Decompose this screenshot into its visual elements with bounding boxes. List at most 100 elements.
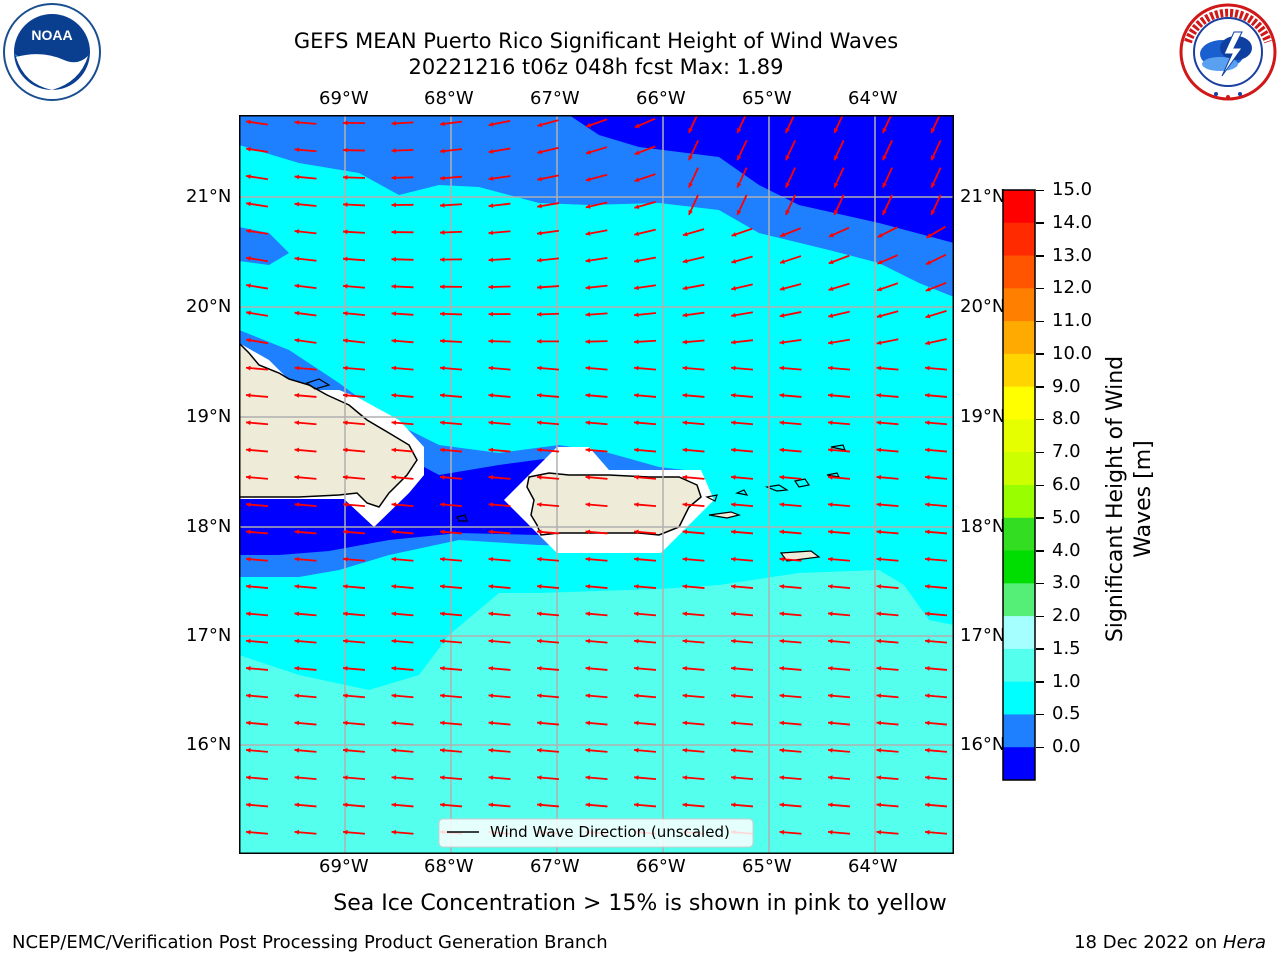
wind-wave-arrowhead <box>246 365 251 371</box>
colorbar-segment <box>1003 288 1035 322</box>
wind-wave-arrowhead <box>246 146 251 152</box>
wind-wave-arrowhead <box>779 584 785 589</box>
lon-label-top-64w: 64°W <box>848 88 898 109</box>
wind-wave-arrowhead <box>585 666 591 671</box>
wind-wave-arrowhead <box>488 747 494 753</box>
wind-wave-arrowhead <box>294 720 300 726</box>
wind-wave-arrowhead <box>391 420 397 426</box>
wind-wave-arrowhead <box>343 447 348 453</box>
lat-label-left-19n: 19°N <box>186 406 232 427</box>
colorbar-tick-mark <box>1036 550 1044 552</box>
virgin-islands-1 <box>764 484 789 492</box>
wind-wave-arrowhead <box>882 209 887 215</box>
wind-wave-arrowhead <box>785 127 790 133</box>
colorbar-tick-mark <box>1036 320 1044 323</box>
colorbar-tick-label: 12.0 <box>1052 277 1093 299</box>
wind-wave-arrowhead <box>877 233 883 238</box>
wind-wave-arrowhead <box>828 447 833 453</box>
wind-wave-arrowhead <box>925 638 930 644</box>
wind-wave-arrowhead <box>925 720 930 726</box>
wind-wave-arrowhead <box>682 447 688 453</box>
lat-label-right-20n: 20°N <box>960 296 1006 317</box>
wind-wave-arrowhead <box>828 584 833 589</box>
wind-wave-arrowhead <box>828 556 833 562</box>
wind-wave-arrowhead <box>634 529 639 535</box>
wind-wave-arrowhead <box>246 337 251 343</box>
wind-wave-arrowhead <box>488 693 494 699</box>
colorbar-label: Significant Height of Wind Waves [m] <box>1102 339 1158 659</box>
wind-wave-arrowhead <box>391 474 397 480</box>
wind-wave-arrowhead <box>537 556 542 562</box>
wind-wave-arrowhead <box>925 340 931 346</box>
wind-wave-arrowhead <box>440 121 445 127</box>
wind-wave-arrowhead <box>440 502 445 508</box>
wind-wave-arrowhead <box>391 666 397 671</box>
wind-wave-arrowhead <box>925 611 930 617</box>
wind-wave-arrowhead <box>682 285 688 291</box>
wind-wave-arrowhead <box>294 447 300 453</box>
wind-wave-arrowhead <box>343 420 348 426</box>
wave-band-1-1.5-west <box>239 227 289 265</box>
wind-wave-arrowhead <box>828 802 833 808</box>
wind-wave-arrowhead <box>585 420 591 426</box>
wind-wave-arrowhead <box>925 775 930 781</box>
sea-ice-caption: Sea Ice Concentration > 15% is shown in … <box>333 891 947 916</box>
wind-wave-arrowhead <box>585 393 591 398</box>
wind-wave-arrowhead <box>440 338 445 344</box>
wind-wave-arrowhead <box>537 720 542 726</box>
map-panel: Wind Wave Direction (unscaled) <box>239 115 954 854</box>
colorbar-tick-mark <box>1036 418 1044 421</box>
wind-wave-arrowhead <box>343 120 348 126</box>
wind-wave-arrowhead <box>634 556 639 562</box>
wind-wave-arrowhead <box>731 447 736 453</box>
wind-wave-arrowhead <box>925 529 930 535</box>
st-thomas-island <box>734 489 749 496</box>
wind-wave-arrowhead <box>925 313 931 319</box>
wind-wave-arrowhead <box>294 693 300 699</box>
colorbar-segment <box>1003 747 1035 781</box>
wind-wave-arrowhead <box>877 286 883 292</box>
wind-wave-arrowhead <box>634 747 639 753</box>
wind-wave-arrowhead <box>634 312 639 318</box>
colorbar-segment <box>1003 648 1035 683</box>
wind-wave-arrowhead <box>779 313 785 318</box>
lat-label-left-20n: 20°N <box>186 296 232 317</box>
wind-wave-arrowhead <box>925 502 930 508</box>
wind-wave-arrowhead <box>925 556 930 562</box>
wind-wave-arrowhead <box>634 666 639 671</box>
wind-wave-arrowhead <box>779 611 785 617</box>
wind-wave-arrowhead <box>343 229 348 235</box>
wind-wave-arrowhead <box>828 502 833 508</box>
chart-title: GEFS MEAN Puerto Rico Significant Height… <box>293 29 899 53</box>
wind-wave-arrowhead <box>828 693 833 699</box>
colorbar-tick-mark <box>1036 648 1044 650</box>
wind-wave-arrowhead <box>294 120 300 125</box>
colorbar-tick-mark <box>1036 451 1044 454</box>
wind-wave-arrowhead <box>731 802 736 808</box>
colorbar-segment <box>1003 583 1035 617</box>
wind-wave-arrowhead <box>294 283 300 289</box>
wind-wave-arrowhead <box>828 340 833 345</box>
wind-wave-arrowhead <box>246 611 251 617</box>
wind-wave-arrowhead <box>931 127 936 133</box>
wind-wave-arrowhead <box>828 611 833 617</box>
wind-wave-arrowhead <box>440 529 445 535</box>
wind-wave-arrowhead <box>876 638 882 644</box>
wind-wave-arrowhead <box>488 257 494 263</box>
wind-wave-arrowhead <box>876 529 882 535</box>
wind-wave-arrowhead <box>537 611 542 617</box>
wind-wave-arrowhead <box>931 182 936 188</box>
wind-wave-arrowhead <box>688 182 693 188</box>
wind-wave-arrowhead <box>343 338 348 344</box>
wind-wave-arrowhead <box>828 720 833 726</box>
wind-wave-arrowhead <box>440 474 445 480</box>
wind-wave-arrowhead <box>440 420 445 426</box>
wind-wave-arrowhead <box>634 150 640 155</box>
wind-wave-arrowhead <box>634 339 639 345</box>
wind-wave-arrowhead <box>488 203 494 209</box>
wind-wave-arrowhead <box>537 176 543 182</box>
wind-wave-arrowhead <box>294 802 300 808</box>
wind-wave-arrowhead <box>925 802 930 808</box>
wind-wave-arrowhead <box>391 121 397 126</box>
vieques-island <box>708 511 742 519</box>
